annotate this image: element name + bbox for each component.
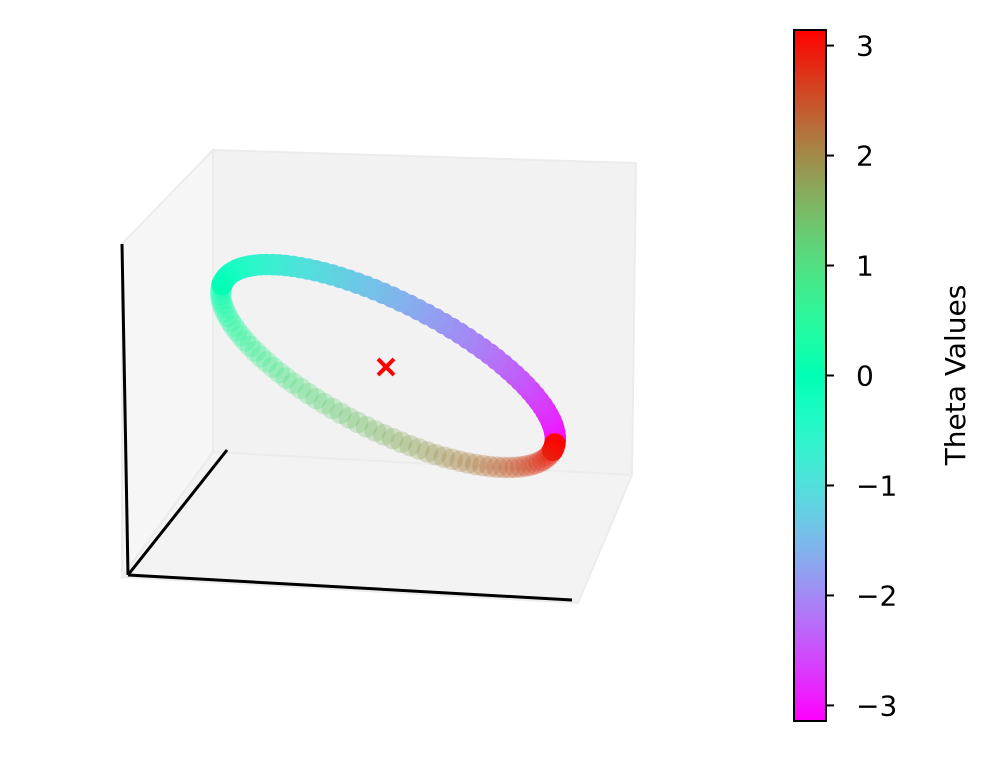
ring-point [531, 449, 554, 472]
colorbar: 3 2 1 0 −1 −2 −3 Theta Values [793, 29, 972, 722]
ring-point [486, 456, 508, 478]
ring-scatter [209, 253, 567, 479]
ring-point [239, 335, 261, 357]
ring-point [492, 456, 515, 479]
ring-point [528, 451, 550, 473]
ring-point [211, 273, 233, 296]
ring-point [535, 447, 557, 469]
ring-point [216, 305, 239, 328]
ring-point [214, 301, 237, 323]
ring-point [416, 441, 439, 463]
ring-point [211, 292, 233, 314]
ring-point [515, 455, 537, 477]
colorbar-tick-label: −3 [856, 689, 897, 722]
axes-3d [120, 147, 638, 605]
ring-point [381, 427, 404, 450]
ring-point [210, 288, 232, 310]
ring-point [537, 445, 560, 467]
colorbar-ticks: 3 2 1 0 −1 −2 −3 [826, 30, 897, 722]
ring-point [355, 416, 378, 438]
ring-point [390, 431, 413, 454]
ring-point [212, 296, 235, 319]
ring-point [226, 320, 248, 342]
floor-pane [120, 450, 634, 605]
ring-point [256, 351, 278, 373]
y-axis-line [126, 449, 229, 576]
colorbar-label: Theta Values [939, 285, 972, 467]
z-axis-line [120, 243, 130, 576]
ring-point [250, 345, 272, 368]
ring-point [297, 382, 320, 405]
ring-point [524, 452, 546, 475]
ring-point [305, 387, 327, 410]
ring-point [540, 442, 562, 464]
ring-point [230, 325, 252, 347]
ring-point [449, 450, 472, 473]
colorbar-gradient [793, 29, 827, 722]
ring-point [464, 453, 487, 476]
x-axis-line [127, 573, 573, 602]
ring-point [479, 455, 501, 478]
ring-point [268, 361, 291, 384]
colorbar-tick-label: 2 [856, 140, 874, 173]
colorbar-tick-label: −1 [856, 469, 897, 502]
ring-point [209, 280, 232, 303]
ring-point [234, 330, 257, 352]
colorbar-tick-label: −2 [856, 579, 897, 612]
ring-point [338, 407, 360, 429]
ring-point [262, 356, 284, 379]
ring-point [520, 454, 542, 476]
ring-point [244, 340, 267, 363]
ring-point [282, 372, 305, 394]
ring-point [222, 315, 245, 337]
ring-point [544, 433, 566, 455]
ring-point [313, 392, 335, 415]
ring-point [441, 448, 464, 471]
ring-point [425, 443, 447, 466]
center-marker [376, 357, 396, 377]
ring-point [510, 456, 532, 478]
ring-point [373, 424, 395, 446]
ring-point [290, 377, 312, 400]
ring-point [433, 446, 455, 468]
ring-point [498, 456, 521, 479]
ring-point [219, 310, 242, 332]
colorbar-tick-label: 0 [856, 360, 874, 393]
ring-point [210, 277, 232, 299]
ring-point [504, 456, 527, 479]
ring-point [408, 438, 430, 460]
colorbar-tick-label: 1 [856, 250, 874, 283]
ring-point [321, 397, 344, 420]
ring-point [329, 402, 352, 425]
ring-point [275, 367, 298, 389]
colorbar-tick-label: 3 [856, 30, 874, 63]
ring-point [457, 452, 479, 474]
ring-point [472, 454, 494, 477]
ring-point [209, 284, 232, 306]
center-marker-stroke [376, 357, 396, 377]
ring-point [347, 411, 369, 434]
ring-point [364, 420, 386, 442]
ring-point [399, 434, 421, 457]
